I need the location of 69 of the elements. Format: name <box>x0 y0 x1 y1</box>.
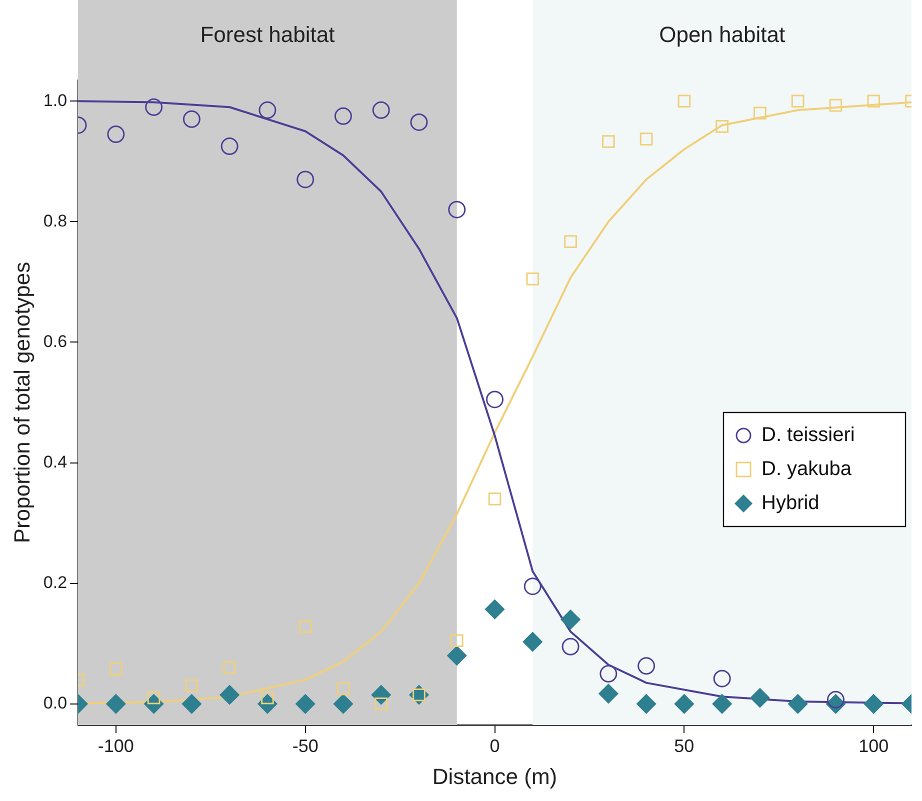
point <box>220 138 238 156</box>
point <box>674 694 694 714</box>
point <box>636 694 656 714</box>
x-tick-label: 100 <box>858 736 889 756</box>
x-axis-title: Distance (m) <box>432 764 558 789</box>
point <box>258 101 276 119</box>
point <box>223 661 236 674</box>
y-tick-label: 1.0 <box>43 90 68 110</box>
x-tick-label: -50 <box>292 736 318 756</box>
point <box>145 98 163 116</box>
y-tick-label: 0.8 <box>43 211 68 230</box>
point <box>829 98 842 112</box>
point <box>447 646 467 666</box>
point <box>598 684 618 704</box>
point <box>526 272 540 286</box>
point <box>712 694 732 714</box>
x-tick-label: -100 <box>98 736 134 756</box>
point <box>298 620 312 634</box>
legend-label: Hybrid <box>762 492 820 514</box>
point <box>826 690 844 708</box>
point <box>864 694 884 714</box>
x-tick-label: 0 <box>490 736 500 756</box>
point <box>486 390 504 408</box>
point <box>754 106 766 120</box>
point <box>488 492 502 506</box>
band-label: Forest habitat <box>200 22 335 48</box>
point <box>450 634 464 648</box>
y-tick-label: 0.4 <box>43 452 68 472</box>
point <box>678 94 691 108</box>
legend-label: D. yakuba <box>762 458 852 480</box>
point <box>638 657 656 675</box>
x-tick-label: 50 <box>674 736 694 756</box>
point <box>640 132 653 146</box>
point <box>867 94 880 108</box>
point <box>372 101 390 119</box>
point <box>107 126 125 144</box>
point <box>602 135 615 148</box>
legend-label: D. teissieri <box>762 424 855 446</box>
y-tick-label: 0.0 <box>43 694 68 713</box>
point <box>485 600 505 620</box>
point <box>336 682 350 696</box>
point <box>182 694 202 714</box>
point <box>296 170 314 188</box>
point <box>110 662 122 676</box>
point <box>600 665 618 683</box>
point <box>713 670 731 688</box>
point <box>296 694 316 714</box>
y-axis-title: Proportion of total genotypes <box>9 262 34 544</box>
point <box>106 694 126 714</box>
point <box>220 685 240 705</box>
point <box>410 113 428 131</box>
point <box>791 94 804 108</box>
point <box>562 638 580 656</box>
point <box>448 200 466 218</box>
y-tick-label: 0.2 <box>43 573 68 592</box>
band-label: Open habitat <box>659 22 786 48</box>
point <box>716 120 728 133</box>
point <box>750 688 770 708</box>
point <box>522 632 542 652</box>
point <box>788 694 808 714</box>
point <box>185 679 198 692</box>
point <box>560 610 580 630</box>
y-tick-label: 0.6 <box>43 332 68 351</box>
point <box>333 694 353 714</box>
point <box>334 107 352 125</box>
point <box>564 235 577 248</box>
point <box>524 578 542 596</box>
point <box>374 697 388 710</box>
point <box>182 110 200 128</box>
